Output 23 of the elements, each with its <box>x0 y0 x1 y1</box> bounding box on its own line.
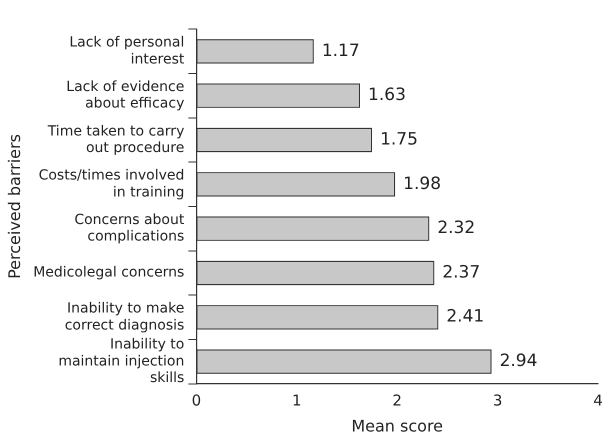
x-tick-label: 3 <box>492 392 502 410</box>
data-label: 2.94 <box>500 351 538 372</box>
y-tick-label: Lack of personal interest <box>69 34 185 68</box>
data-label: 1.75 <box>380 129 418 150</box>
x-axis-title: Mean score <box>351 416 444 436</box>
y-tick-label: Lack of evidence about efficacy <box>66 78 184 112</box>
data-label: 1.17 <box>322 40 360 61</box>
data-label: 2.41 <box>446 306 484 327</box>
data-label: 2.32 <box>437 218 476 238</box>
x-tick-label: 1 <box>292 392 302 410</box>
x-tick-label: 2 <box>392 392 402 410</box>
x-tick-label: 0 <box>192 392 202 410</box>
data-label: 2.37 <box>442 262 480 282</box>
data-label: 1.63 <box>368 85 406 106</box>
y-tick-label: Inability to maintain injection skills <box>58 336 184 386</box>
y-tick-label: Inability to make correct diagnosis <box>64 300 184 334</box>
y-axis-title: Perceived barriers <box>4 134 24 279</box>
data-label: 1.98 <box>403 174 442 194</box>
y-tick-label: Concerns about complications <box>74 212 185 245</box>
y-tick-label: Medicolegal concerns <box>33 264 184 281</box>
y-tick-label: Time taken to carry out procedure <box>46 123 184 156</box>
y-tick-label: Costs/times involved in training <box>38 168 184 200</box>
x-tick-label: 4 <box>593 392 603 410</box>
